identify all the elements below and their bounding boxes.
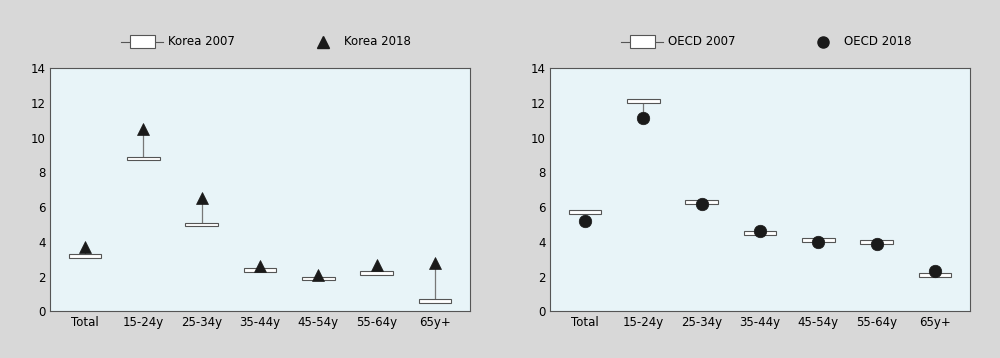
Bar — [69, 254, 101, 258]
Bar — [127, 156, 160, 160]
Bar — [802, 238, 835, 242]
Bar — [630, 35, 655, 48]
Text: OECD 2007: OECD 2007 — [668, 35, 735, 48]
Bar — [685, 200, 718, 204]
Text: OECD 2018: OECD 2018 — [844, 35, 912, 48]
Bar — [627, 99, 660, 103]
Bar — [919, 273, 951, 277]
Bar — [244, 268, 276, 272]
Bar — [360, 271, 393, 275]
Text: Korea 2007: Korea 2007 — [168, 35, 234, 48]
Bar — [130, 35, 155, 48]
Bar — [302, 276, 335, 280]
Text: Korea 2018: Korea 2018 — [344, 35, 411, 48]
Bar — [569, 211, 601, 214]
Bar — [419, 299, 451, 303]
Bar — [860, 240, 893, 244]
Bar — [185, 223, 218, 226]
Bar — [744, 231, 776, 235]
